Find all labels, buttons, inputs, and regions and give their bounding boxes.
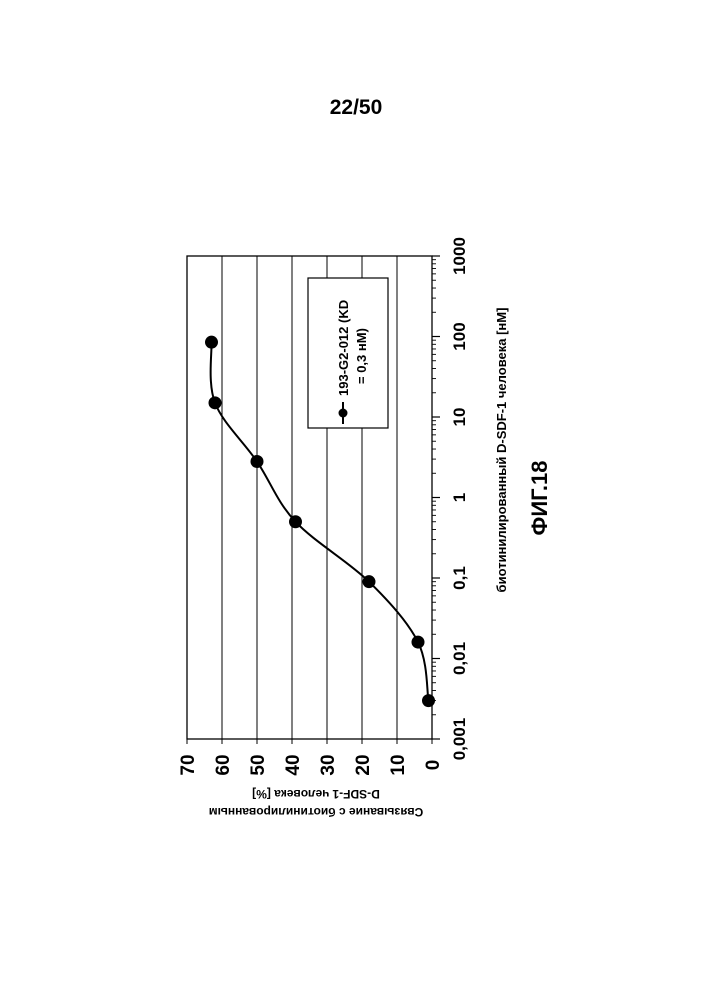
x-tick-label: 0,001 xyxy=(450,718,469,761)
x-tick-label: 0,1 xyxy=(450,566,469,590)
y-tick-label: 60 xyxy=(213,754,234,775)
legend-label-line2: = 0,3 нМ) xyxy=(354,328,369,384)
y-axis-title-line2: D-SDF-1 человека [%] xyxy=(252,787,380,801)
data-point xyxy=(209,396,222,409)
data-point xyxy=(289,515,302,528)
data-point xyxy=(422,694,435,707)
y-tick-label: 40 xyxy=(283,754,304,775)
x-tick-label: 1 xyxy=(450,493,469,502)
y-tick-label: 30 xyxy=(318,754,339,775)
legend: 193-G2-012 (KD = 0,3 нМ) xyxy=(308,278,388,428)
x-tick-label: 0,01 xyxy=(450,642,469,675)
y-tick-label: 10 xyxy=(388,754,409,775)
x-axis-title: биотинилированный D-SDF-1 человека [нМ] xyxy=(494,308,509,593)
data-point xyxy=(205,336,218,349)
legend-marker xyxy=(339,409,348,418)
x-tick-label: 100 xyxy=(450,322,469,350)
x-tick-label: 1000 xyxy=(450,237,469,275)
y-axis-title-line1: Связывание с биотинилированным xyxy=(209,805,424,819)
data-point xyxy=(363,575,376,588)
figure-label: ФИГ.18 xyxy=(527,461,552,536)
y-tick-label: 50 xyxy=(248,754,269,775)
y-tick-label: 70 xyxy=(178,754,199,775)
y-tick-label: 0 xyxy=(423,760,444,771)
y-tick-label: 20 xyxy=(353,754,374,775)
x-tick-label: 10 xyxy=(450,408,469,427)
data-point xyxy=(251,455,264,468)
data-point xyxy=(412,636,425,649)
legend-label-line1: 193-G2-012 (KD xyxy=(336,300,351,396)
